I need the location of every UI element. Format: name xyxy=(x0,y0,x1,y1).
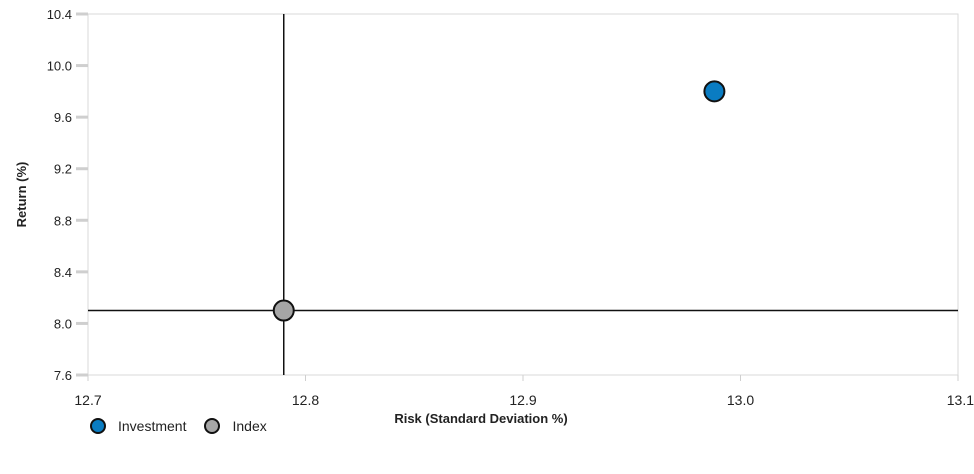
y-tick-label: 9.6 xyxy=(54,110,72,125)
x-axis-title: Risk (Standard Deviation %) xyxy=(394,411,567,426)
legend-swatch-investment xyxy=(90,418,106,434)
y-axis-title: Return (%) xyxy=(14,162,29,228)
y-tick-label: 7.6 xyxy=(54,368,72,383)
y-tick-label: 9.2 xyxy=(54,162,72,177)
x-tick-label: 12.7 xyxy=(74,392,101,408)
y-tick-label: 10.4 xyxy=(47,7,72,22)
data-point-investment xyxy=(703,80,726,103)
y-tick-label: 8.0 xyxy=(54,316,72,331)
x-tick-label: 13.0 xyxy=(727,392,754,408)
data-point-index xyxy=(272,299,295,322)
x-tick-label: 12.8 xyxy=(292,392,319,408)
y-tick-label: 8.8 xyxy=(54,213,72,228)
y-tick-label: 8.4 xyxy=(54,265,72,280)
x-tick-label: 13.1 xyxy=(947,392,974,408)
legend: Investment Index xyxy=(90,418,285,434)
legend-item-investment: Investment xyxy=(90,418,186,434)
legend-label-index: Index xyxy=(232,418,267,434)
y-tick-label: 10.0 xyxy=(47,59,72,74)
plot-frame xyxy=(87,13,959,376)
legend-item-index: Index xyxy=(204,418,267,434)
legend-label-investment: Investment xyxy=(118,418,187,434)
legend-swatch-index xyxy=(204,418,221,434)
x-tick-label: 12.9 xyxy=(509,392,536,408)
